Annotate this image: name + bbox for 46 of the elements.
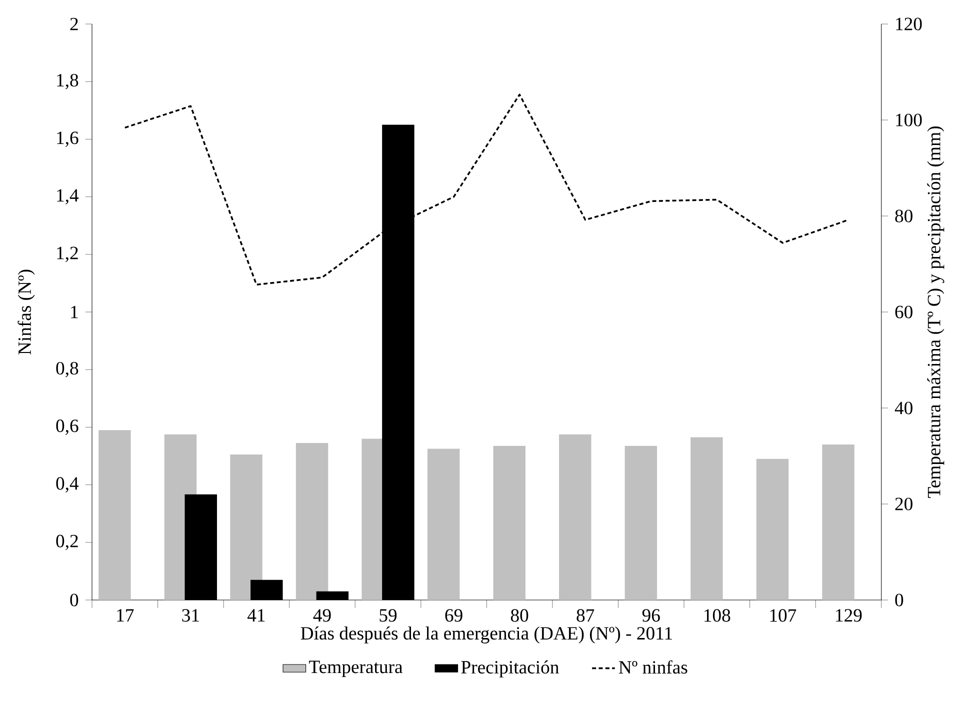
legend-label: Precipitación <box>461 660 559 678</box>
bar <box>427 448 460 600</box>
y-tick-label: 1,6 <box>57 132 78 147</box>
y-tick-label: 0 <box>70 594 78 606</box>
x-tick-label: 108 <box>704 609 730 622</box>
y2-tick-label: 80 <box>895 210 912 222</box>
y-tick-label: 1,2 <box>57 246 78 262</box>
x-tick-label: 41 <box>247 609 265 622</box>
y-tick-label: 0,8 <box>56 362 78 378</box>
y-tick-label: 0,6 <box>56 420 78 435</box>
y2-tick-label: 40 <box>894 402 912 414</box>
x-tick-label: 17 <box>117 609 134 622</box>
x-tick-label: 96 <box>642 609 660 622</box>
bar <box>296 443 328 600</box>
bar <box>230 454 262 600</box>
y2-tick-label: 60 <box>895 306 912 318</box>
y-tick-label: 2 <box>70 18 78 30</box>
y-tick-label: 1,4 <box>57 189 79 204</box>
bar <box>98 430 131 600</box>
bar <box>493 446 526 600</box>
bar <box>624 446 658 600</box>
x-tick-label: 59 <box>380 609 397 622</box>
y2-axis-title: Temperatura máxima (Tº C) y precipitación (mm) <box>927 126 944 498</box>
bar <box>756 458 789 600</box>
legend-label: Temperatura <box>309 660 403 677</box>
y2-tick-label: 0 <box>895 594 904 606</box>
x-tick-label: 69 <box>445 609 462 622</box>
y2-tick-label: 20 <box>895 498 912 510</box>
bar <box>559 434 592 600</box>
bar <box>822 444 854 600</box>
y2-tick-label: 100 <box>896 114 922 126</box>
x-tick-label: 129 <box>836 609 862 622</box>
y-tick-label: 0,4 <box>56 477 79 492</box>
y-tick-label: 1,8 <box>57 74 78 90</box>
bar <box>690 437 723 600</box>
y-tick-label: 1 <box>71 306 78 318</box>
x-tick-label: 49 <box>313 609 331 622</box>
y2-tick-label: 120 <box>896 18 922 30</box>
y-tick-label: 0,2 <box>56 534 78 550</box>
x-tick-label: 80 <box>510 609 528 622</box>
y-axis-title: Ninfas (Nº) <box>18 270 35 355</box>
x-tick-label: 87 <box>576 609 594 622</box>
legend-label: Nº ninfas <box>618 660 688 674</box>
x-tick-label: 31 <box>182 609 199 622</box>
x-tick-label: 107 <box>770 609 796 622</box>
x-axis-title: Días después de la emergencia (DAE) (Nº) - 2011 <box>300 626 672 644</box>
